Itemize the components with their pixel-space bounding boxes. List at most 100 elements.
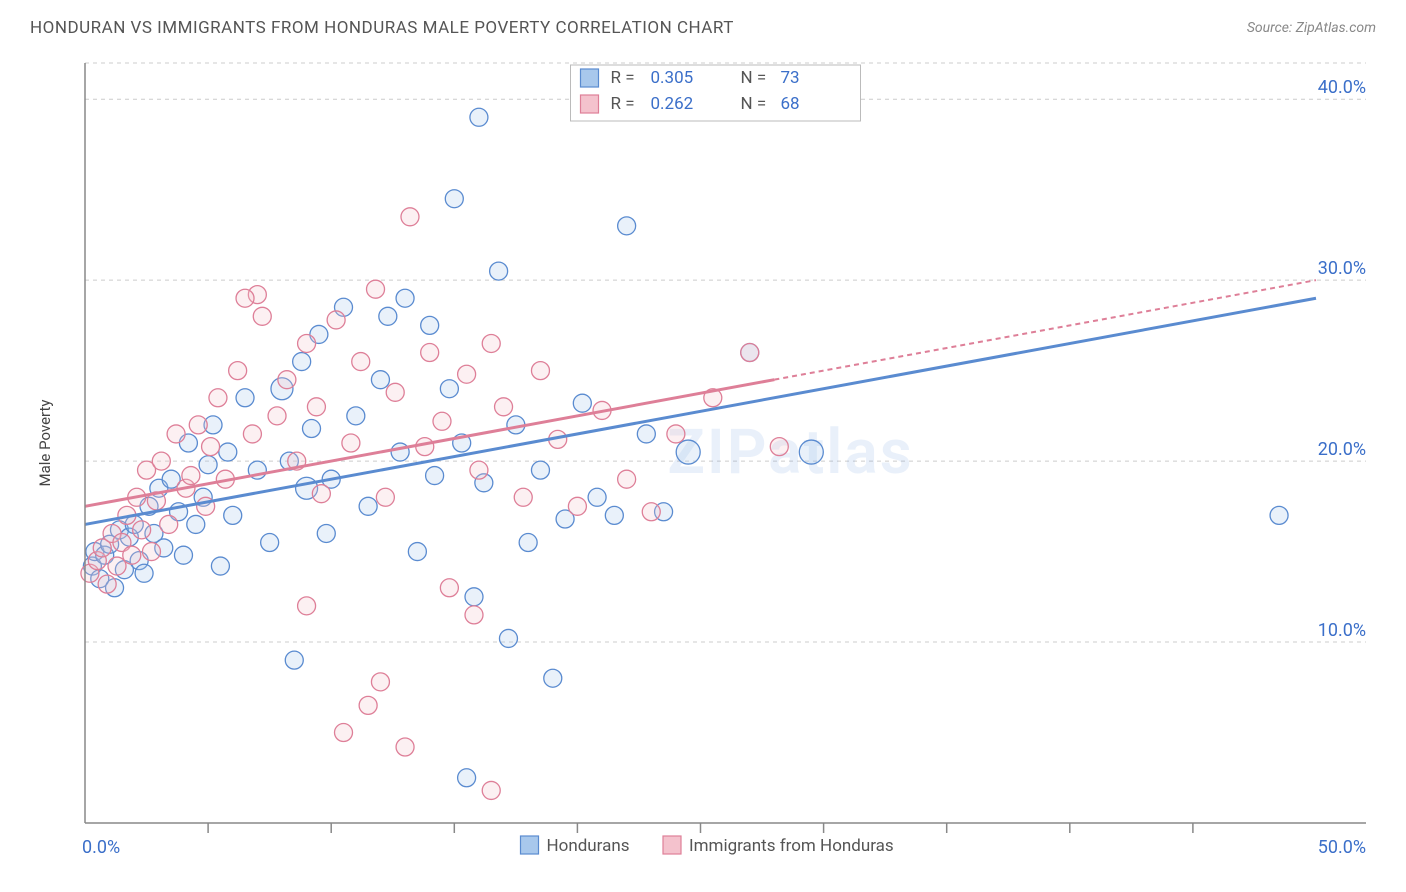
source-attribution: Source: ZipAtlas.com <box>1247 20 1376 36</box>
data-point <box>293 353 311 371</box>
y-tick-label: 30.0% <box>1318 258 1366 279</box>
data-point <box>433 412 451 430</box>
data-point <box>303 420 321 438</box>
data-point <box>605 506 623 524</box>
data-point <box>799 440 823 464</box>
data-point <box>386 383 404 401</box>
data-point <box>573 394 591 412</box>
data-point <box>637 425 655 443</box>
data-point <box>123 546 141 564</box>
data-point <box>342 434 360 452</box>
y-tick-label: 40.0% <box>1318 77 1366 98</box>
data-point <box>236 389 254 407</box>
data-point <box>209 389 227 407</box>
data-point <box>211 557 229 575</box>
data-point <box>470 108 488 126</box>
data-point <box>189 416 207 434</box>
data-point <box>359 696 377 714</box>
data-point <box>416 438 434 456</box>
data-point <box>465 606 483 624</box>
data-point <box>465 588 483 606</box>
data-point <box>531 461 549 479</box>
data-point <box>182 467 200 485</box>
legend-label: Hondurans <box>547 836 630 856</box>
stats-n-label: N = <box>741 68 767 88</box>
legend-label: Immigrants from Honduras <box>689 836 894 856</box>
data-point <box>312 485 330 503</box>
legend-swatch <box>663 836 681 854</box>
stats-r-label: R = <box>611 68 635 88</box>
data-point <box>135 564 153 582</box>
data-point <box>440 380 458 398</box>
data-point <box>1270 506 1288 524</box>
data-point <box>327 311 345 329</box>
data-point <box>298 334 316 352</box>
data-point <box>445 190 463 208</box>
data-point <box>268 407 286 425</box>
data-point <box>307 398 325 416</box>
data-point <box>367 280 385 298</box>
y-tick-label: 20.0% <box>1318 439 1366 460</box>
data-point <box>544 669 562 687</box>
data-point <box>224 506 242 524</box>
data-point <box>376 488 394 506</box>
data-point <box>371 371 389 389</box>
data-point <box>285 651 303 669</box>
data-point <box>588 488 606 506</box>
y-axis-label: Male Poverty <box>36 400 54 487</box>
trend-line-extrapolated <box>774 280 1316 380</box>
data-point <box>519 534 537 552</box>
data-point <box>408 543 426 561</box>
data-point <box>229 362 247 380</box>
scatter-chart: 10.0%20.0%30.0%40.0%ZIPatlas0.0%50.0%Mal… <box>30 55 1376 877</box>
data-point <box>741 344 759 362</box>
data-point <box>421 316 439 334</box>
chart-container: 10.0%20.0%30.0%40.0%ZIPatlas0.0%50.0%Mal… <box>30 55 1376 877</box>
data-point <box>618 470 636 488</box>
chart-title: HONDURAN VS IMMIGRANTS FROM HONDURAS MAL… <box>30 18 734 38</box>
data-point <box>335 724 353 742</box>
data-point <box>174 546 192 564</box>
stats-n-value: 68 <box>781 94 800 114</box>
data-point <box>642 503 660 521</box>
stats-swatch <box>581 95 599 113</box>
data-point <box>470 461 488 479</box>
stats-r-value: 0.305 <box>651 68 694 88</box>
watermark: ZIPatlas <box>667 416 913 489</box>
data-point <box>490 262 508 280</box>
data-point <box>236 289 254 307</box>
stats-r-label: R = <box>611 94 635 114</box>
data-point <box>98 575 116 593</box>
data-point <box>278 371 296 389</box>
data-point <box>396 738 414 756</box>
data-point <box>770 438 788 456</box>
data-point <box>514 488 532 506</box>
data-point <box>352 353 370 371</box>
data-point <box>401 208 419 226</box>
data-point <box>187 515 205 533</box>
data-point <box>142 543 160 561</box>
data-point <box>202 438 220 456</box>
data-point <box>499 629 517 647</box>
stats-n-value: 73 <box>781 68 800 88</box>
data-point <box>160 515 178 533</box>
data-point <box>568 497 586 515</box>
data-point <box>667 425 685 443</box>
data-point <box>261 534 279 552</box>
y-tick-label: 10.0% <box>1318 620 1366 641</box>
data-point <box>458 769 476 787</box>
legend-swatch <box>521 836 539 854</box>
data-point <box>199 456 217 474</box>
data-point <box>133 521 151 539</box>
data-point <box>379 307 397 325</box>
data-point <box>618 217 636 235</box>
data-point <box>421 344 439 362</box>
data-point <box>396 289 414 307</box>
data-point <box>347 407 365 425</box>
data-point <box>531 362 549 380</box>
data-point <box>426 467 444 485</box>
x-tick-label: 0.0% <box>82 837 120 858</box>
data-point <box>495 398 513 416</box>
data-point <box>219 443 237 461</box>
data-point <box>458 365 476 383</box>
